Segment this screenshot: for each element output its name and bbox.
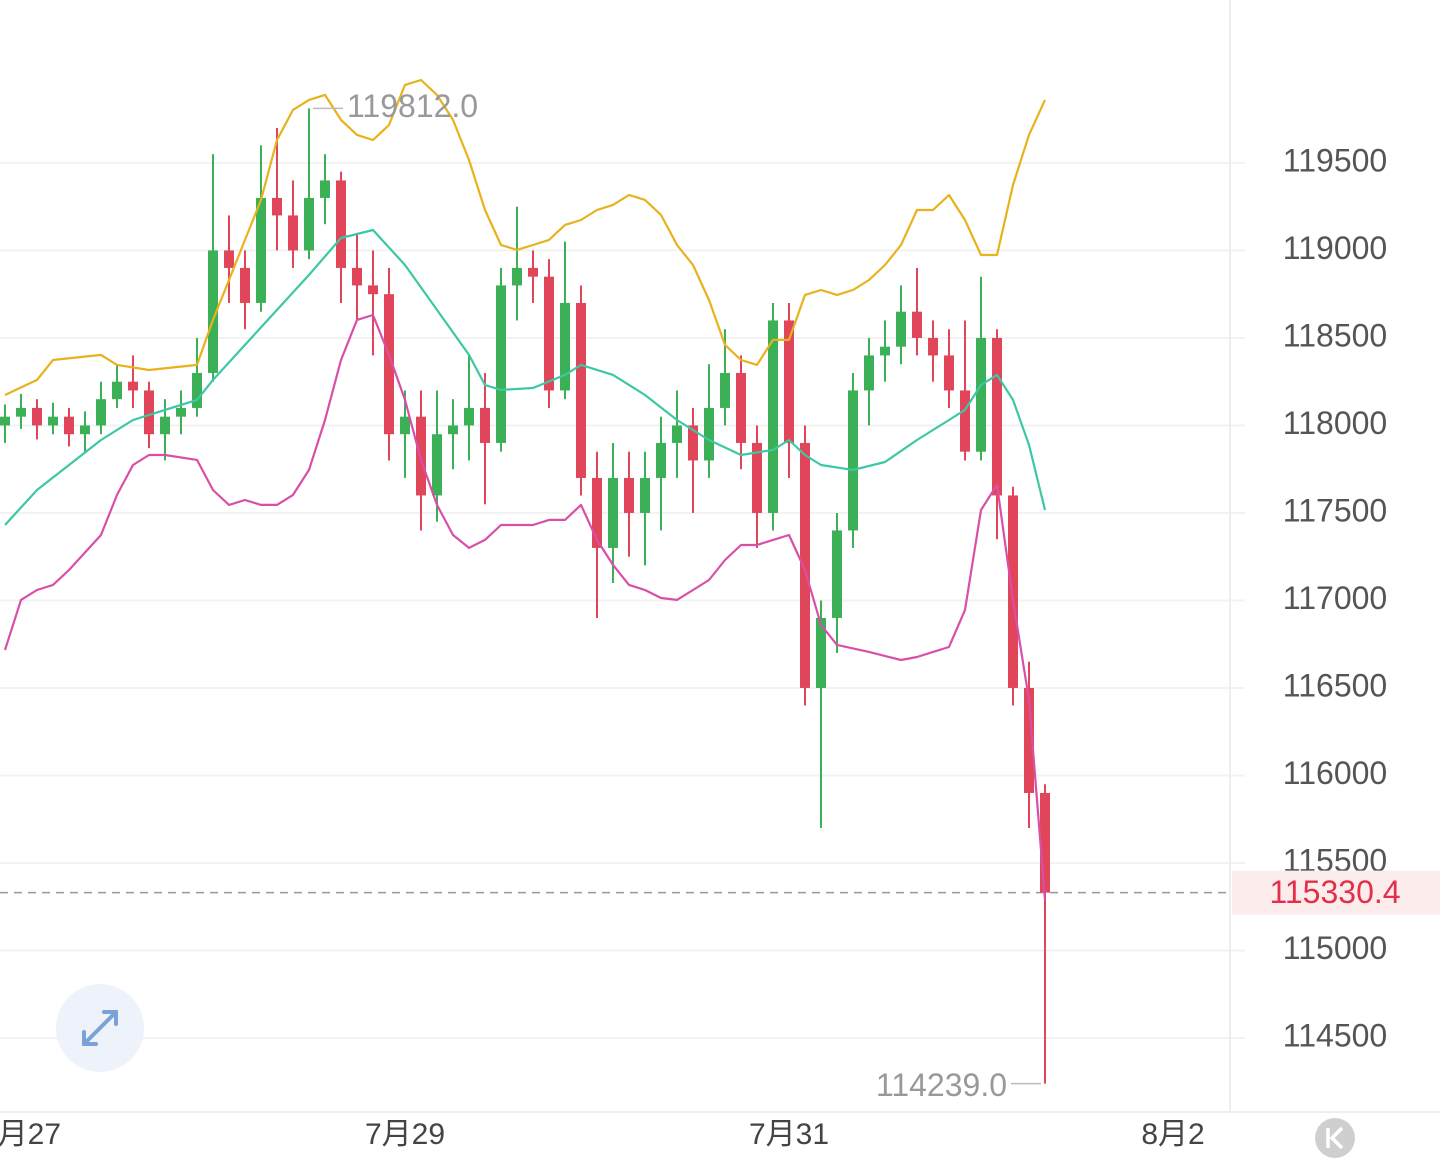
candle-body [240, 267, 250, 303]
candle-body [336, 180, 346, 268]
labels: 1145001150001155001160001165001170001175… [0, 88, 1440, 1151]
candle-body [480, 407, 490, 443]
candle-body [448, 425, 458, 435]
candle-body [848, 390, 858, 531]
y-tick-label: 119500 [1283, 142, 1387, 178]
y-tick-label: 117000 [1283, 580, 1387, 616]
expand-icon[interactable] [82, 1010, 118, 1046]
candle-body [1040, 792, 1050, 893]
candle-body [816, 617, 826, 688]
candle-body [272, 197, 282, 216]
last-price-box [1232, 870, 1440, 915]
candle-body [720, 372, 730, 408]
y-tick-label: 117500 [1283, 492, 1387, 528]
x-tick-label: 7月31 [749, 1118, 829, 1151]
candle-body [832, 530, 842, 618]
candle-body [288, 215, 298, 251]
candle-body [512, 267, 522, 286]
x-tick-label: 7月27 [0, 1118, 61, 1151]
candle-body [0, 416, 10, 426]
candle-body [144, 390, 154, 435]
candle-body [912, 311, 922, 338]
candle-body [800, 442, 810, 688]
candle-body [672, 425, 682, 443]
y-tick-label: 119000 [1283, 230, 1387, 266]
candle-body [928, 337, 938, 356]
candle-body [576, 302, 586, 478]
plot-area [0, 78, 1050, 1084]
candle-body [624, 477, 634, 513]
y-tick-label: 118000 [1283, 405, 1387, 441]
candle-body [976, 337, 986, 452]
y-tick-label: 116500 [1283, 667, 1387, 703]
candle-body [528, 267, 538, 277]
candle-body [784, 320, 794, 443]
candle-body [160, 416, 170, 435]
candle-body [320, 180, 330, 198]
candle-body [496, 285, 506, 443]
band-line [4, 78, 1047, 396]
k-icon[interactable] [1326, 1126, 1344, 1150]
candle-body [16, 407, 26, 417]
candle-body [864, 355, 874, 391]
candle-body [592, 477, 602, 548]
x-tick-label: 8月2 [1141, 1118, 1204, 1151]
candle-body [544, 276, 554, 391]
candle-body [960, 390, 970, 452]
y-tick-label: 115000 [1283, 930, 1387, 966]
candle-body [688, 425, 698, 461]
candle-body [608, 477, 618, 548]
candle-body [368, 285, 378, 295]
grid [0, 161, 1245, 1039]
candle-body [752, 442, 762, 513]
candle-body [992, 337, 1002, 496]
candle-body [192, 372, 202, 408]
candle-body [464, 407, 474, 426]
candle-body [880, 346, 890, 356]
candle-body [208, 250, 218, 373]
candle-body [560, 302, 570, 391]
y-tick-label: 114500 [1283, 1017, 1387, 1053]
candle-body [384, 294, 394, 435]
expand-button[interactable] [56, 984, 144, 1072]
candle-body [352, 267, 362, 286]
annotation-label: 114239.0 [876, 1067, 1007, 1103]
candle-body [1024, 687, 1034, 793]
candle-body [896, 311, 906, 347]
candle-body [96, 399, 106, 426]
candle-body [736, 372, 746, 443]
candle-body [400, 416, 410, 435]
candle-body [32, 407, 42, 426]
candle-body [224, 250, 234, 268]
candle-body [64, 416, 74, 435]
candle-body [944, 355, 954, 391]
x-tick-label: 7月29 [365, 1118, 445, 1151]
candle-body [176, 407, 186, 417]
y-tick-label: 118500 [1283, 317, 1387, 353]
candle-body [112, 381, 122, 400]
candle-body [656, 442, 666, 478]
k-button-bg[interactable] [1315, 1118, 1355, 1158]
candle-body [1008, 495, 1018, 688]
band-line [4, 228, 1047, 526]
candle-body [80, 425, 90, 435]
candle-body [256, 197, 266, 303]
k-button[interactable] [1315, 1118, 1355, 1158]
annotation-label: 119812.0 [347, 88, 478, 124]
last-price-label: 115330.4 [1269, 874, 1400, 910]
candle-body [128, 381, 138, 391]
candle-body [768, 320, 778, 513]
y-tick-label: 116000 [1283, 755, 1387, 791]
candle-body [640, 477, 650, 513]
candle-body [704, 407, 714, 461]
candle-body [432, 434, 442, 496]
candle-body [304, 197, 314, 251]
candle-body [48, 416, 58, 426]
band-line [3, 313, 1047, 900]
